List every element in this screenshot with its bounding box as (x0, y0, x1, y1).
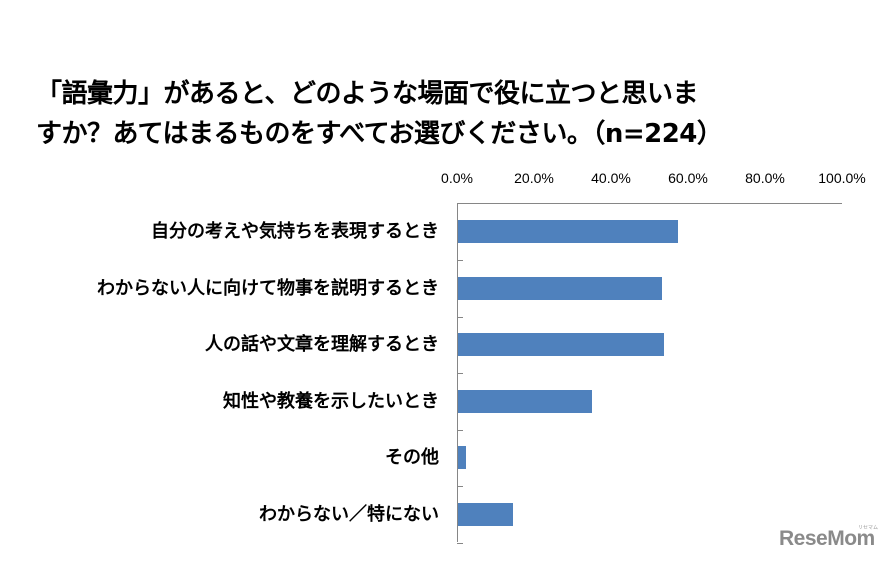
chart-title: 「語彙力」があると、どのような場面で役に立つと思いま すか？あてはまるものをすべ… (36, 74, 756, 154)
category-label: わからない／特にない (259, 503, 439, 525)
x-tick-label: 60.0% (668, 170, 708, 186)
resemom-logo-sub: リセマム (858, 525, 879, 531)
category-label: 知性や教養を示したいとき (223, 390, 439, 412)
category-label: 人の話や文章を理解するとき (205, 334, 439, 355)
y-tick-mark (457, 430, 463, 431)
bar (458, 276, 663, 300)
category-label: 自分の考えや気持ちを表現するとき (151, 221, 439, 242)
y-tick-mark (457, 260, 463, 261)
x-tick-label: 100.0% (818, 170, 866, 186)
chart-title-line-1: 「語彙力」があると、どのような場面で役に立つと思いま (36, 79, 698, 109)
category-label: その他 (385, 447, 439, 468)
y-tick-mark (457, 543, 463, 544)
chart-title-line-2: すか？あてはまるものをすべてお選びください。（n=224） (36, 119, 723, 149)
bar (458, 389, 592, 413)
plot-area (457, 203, 842, 544)
x-axis-line (457, 203, 842, 204)
category-label: わからない人に向けて物事を説明するとき (97, 277, 439, 299)
resemom-logo: ReseMom (779, 527, 875, 550)
x-tick-label: 40.0% (591, 170, 631, 186)
x-tick-label: 0.0% (441, 170, 473, 186)
x-tick-label: 20.0% (514, 170, 554, 186)
bar (458, 502, 514, 526)
y-axis-line (457, 203, 458, 542)
bar (458, 333, 665, 356)
bar (458, 220, 678, 243)
y-tick-mark (457, 373, 463, 374)
y-tick-mark (457, 486, 463, 487)
bar (458, 446, 467, 469)
x-tick-label: 80.0% (745, 170, 785, 186)
y-tick-mark (457, 317, 463, 318)
